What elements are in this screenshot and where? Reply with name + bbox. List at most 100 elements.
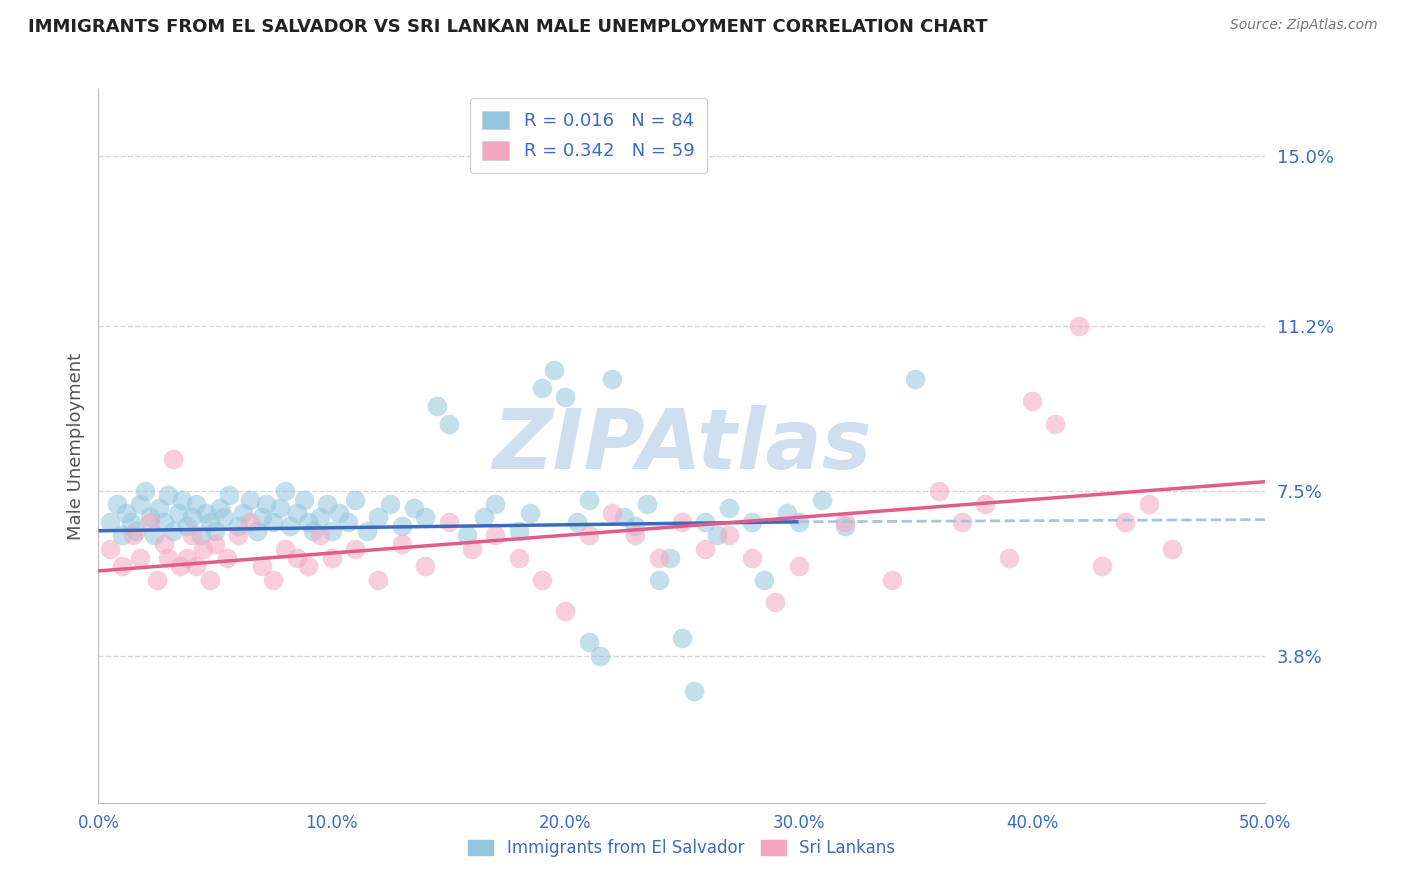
Point bbox=[426, 399, 449, 413]
Point bbox=[143, 528, 166, 542]
Point bbox=[437, 515, 460, 529]
Point bbox=[413, 510, 436, 524]
Point bbox=[180, 510, 202, 524]
Point bbox=[162, 524, 184, 538]
Point bbox=[262, 573, 284, 587]
Point bbox=[125, 524, 148, 538]
Point bbox=[228, 528, 250, 542]
Point bbox=[682, 684, 704, 698]
Point bbox=[215, 550, 238, 565]
Point bbox=[190, 528, 212, 542]
Legend: Immigrants from El Salvador, Sri Lankans: Immigrants from El Salvador, Sri Lankans bbox=[460, 831, 904, 866]
Point bbox=[111, 528, 134, 542]
Point bbox=[98, 541, 121, 556]
Point bbox=[811, 492, 834, 507]
Point bbox=[228, 519, 250, 533]
Point bbox=[302, 524, 325, 538]
Point bbox=[530, 573, 553, 587]
Point bbox=[186, 559, 208, 574]
Point bbox=[200, 515, 222, 529]
Point bbox=[169, 559, 191, 574]
Point bbox=[695, 515, 717, 529]
Point bbox=[146, 573, 169, 587]
Point bbox=[647, 550, 669, 565]
Point bbox=[321, 524, 343, 538]
Point bbox=[274, 483, 297, 498]
Point bbox=[321, 550, 343, 565]
Point bbox=[328, 506, 350, 520]
Point bbox=[367, 573, 389, 587]
Point bbox=[624, 519, 647, 533]
Point bbox=[659, 550, 682, 565]
Point bbox=[344, 541, 367, 556]
Point bbox=[157, 550, 180, 565]
Point bbox=[204, 537, 226, 551]
Point bbox=[367, 510, 389, 524]
Point bbox=[647, 573, 669, 587]
Point bbox=[834, 515, 856, 529]
Point bbox=[578, 635, 600, 649]
Point bbox=[176, 519, 198, 533]
Point bbox=[834, 519, 856, 533]
Point bbox=[356, 524, 378, 538]
Point bbox=[472, 510, 495, 524]
Point bbox=[787, 559, 810, 574]
Point bbox=[120, 515, 142, 529]
Point bbox=[695, 541, 717, 556]
Point bbox=[484, 528, 506, 542]
Point bbox=[98, 515, 121, 529]
Point bbox=[589, 648, 612, 663]
Point bbox=[297, 515, 319, 529]
Point bbox=[162, 452, 184, 467]
Point bbox=[239, 515, 262, 529]
Point bbox=[297, 559, 319, 574]
Text: IMMIGRANTS FROM EL SALVADOR VS SRI LANKAN MALE UNEMPLOYMENT CORRELATION CHART: IMMIGRANTS FROM EL SALVADOR VS SRI LANKA… bbox=[28, 18, 988, 36]
Point bbox=[741, 515, 763, 529]
Point bbox=[904, 372, 927, 386]
Point bbox=[134, 483, 156, 498]
Text: Source: ZipAtlas.com: Source: ZipAtlas.com bbox=[1230, 18, 1378, 32]
Point bbox=[600, 506, 623, 520]
Point bbox=[717, 501, 740, 516]
Point bbox=[787, 515, 810, 529]
Point bbox=[218, 488, 240, 502]
Point bbox=[974, 497, 997, 511]
Y-axis label: Male Unemployment: Male Unemployment bbox=[66, 352, 84, 540]
Point bbox=[214, 510, 236, 524]
Point bbox=[176, 550, 198, 565]
Point bbox=[1067, 318, 1090, 333]
Point bbox=[152, 515, 174, 529]
Point bbox=[554, 604, 576, 618]
Point bbox=[157, 488, 180, 502]
Point bbox=[250, 559, 273, 574]
Point bbox=[613, 510, 636, 524]
Point bbox=[309, 510, 332, 524]
Point bbox=[600, 372, 623, 386]
Point bbox=[208, 501, 231, 516]
Point bbox=[741, 550, 763, 565]
Point bbox=[880, 573, 903, 587]
Point bbox=[250, 510, 273, 524]
Point bbox=[1021, 394, 1043, 409]
Point bbox=[139, 510, 162, 524]
Point bbox=[278, 519, 301, 533]
Point bbox=[624, 528, 647, 542]
Point bbox=[111, 559, 134, 574]
Point bbox=[997, 550, 1019, 565]
Point bbox=[269, 501, 291, 516]
Point bbox=[508, 550, 530, 565]
Point bbox=[752, 573, 775, 587]
Point bbox=[337, 515, 360, 529]
Point bbox=[636, 497, 658, 511]
Point bbox=[122, 528, 145, 542]
Point bbox=[115, 506, 138, 520]
Point bbox=[380, 497, 402, 511]
Point bbox=[437, 417, 460, 431]
Point bbox=[285, 550, 308, 565]
Point bbox=[543, 363, 565, 377]
Point bbox=[706, 528, 728, 542]
Point bbox=[262, 515, 284, 529]
Text: ZIPAtlas: ZIPAtlas bbox=[492, 406, 872, 486]
Point bbox=[1114, 515, 1136, 529]
Point bbox=[152, 537, 174, 551]
